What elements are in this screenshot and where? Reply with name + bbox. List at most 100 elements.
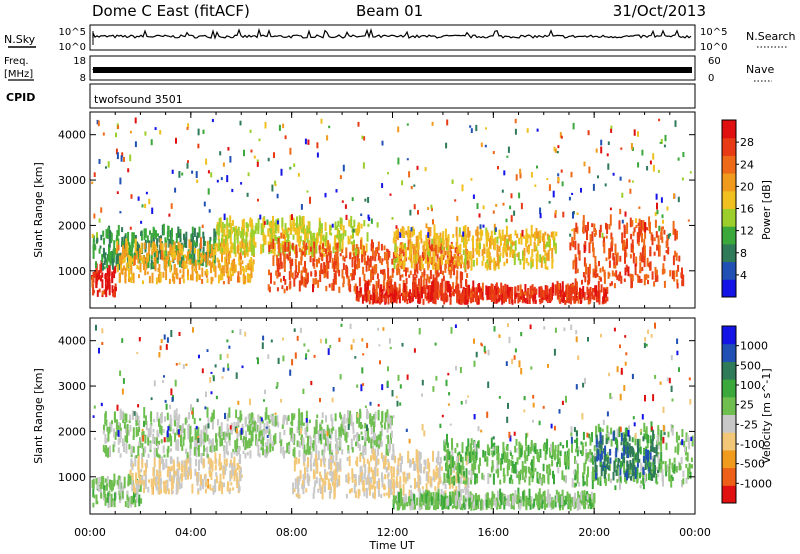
velocity-cell xyxy=(239,453,242,464)
power-cell xyxy=(306,272,309,283)
velocity-cell xyxy=(345,431,348,443)
velocity-cell xyxy=(437,455,440,466)
power-cell xyxy=(318,257,320,264)
power-cell xyxy=(671,270,674,280)
power-cell xyxy=(304,261,306,273)
velocity-cell xyxy=(131,480,134,492)
velocity-cell xyxy=(515,438,518,446)
velocity-cell xyxy=(381,476,384,488)
velocity-cell xyxy=(326,424,329,436)
velocity-cell xyxy=(470,452,473,463)
power-cell xyxy=(177,226,180,238)
power-cell xyxy=(203,253,206,262)
power-cell xyxy=(456,291,459,303)
power-cell xyxy=(175,267,178,277)
velocity-cell xyxy=(492,473,495,485)
velocity-cell xyxy=(548,463,551,475)
power-cell xyxy=(344,230,347,237)
power-cell xyxy=(115,248,118,254)
power-cell xyxy=(467,260,470,268)
power-cell xyxy=(304,278,307,288)
velocity-cell xyxy=(143,487,145,493)
power-cell xyxy=(146,253,149,262)
velocity-cell xyxy=(437,482,440,493)
velocity-cell xyxy=(332,455,335,464)
velocity-cell xyxy=(353,435,356,441)
velocity-cell xyxy=(557,458,560,464)
power-cell xyxy=(117,238,120,251)
velocity-cell xyxy=(312,440,315,452)
velocity-cell xyxy=(392,449,395,461)
velocity-cell xyxy=(239,473,242,482)
power-cell xyxy=(153,257,156,266)
power-cell xyxy=(526,233,529,244)
power-cell xyxy=(558,283,561,295)
power-cell xyxy=(222,249,225,253)
power-cell xyxy=(302,266,305,273)
velocity-cell xyxy=(557,491,560,504)
power-cell xyxy=(480,232,483,241)
velocity-cell xyxy=(444,496,447,500)
velocity-cell xyxy=(375,435,378,448)
velocity-cell xyxy=(344,433,347,441)
power-cell xyxy=(264,235,267,245)
power-cell xyxy=(228,256,230,265)
power-cell xyxy=(185,264,188,269)
power-cell xyxy=(403,256,406,262)
power-cell xyxy=(115,148,118,155)
power-cell xyxy=(573,228,576,240)
velocity-cell xyxy=(119,453,122,458)
velocity-cell xyxy=(540,477,543,486)
velocity-cell xyxy=(180,434,182,447)
power-cell xyxy=(498,290,501,294)
power-cell xyxy=(583,161,586,167)
velocity-cell xyxy=(203,425,206,435)
power-cell xyxy=(662,226,664,230)
cpid-label: CPID xyxy=(6,91,35,104)
power-cell xyxy=(572,211,574,219)
velocity-cell xyxy=(238,465,241,470)
power-cell xyxy=(252,230,255,238)
velocity-cell xyxy=(482,500,485,511)
power-cell xyxy=(592,183,595,191)
power-cell xyxy=(372,272,375,280)
power-cell xyxy=(591,231,594,242)
power-cell xyxy=(351,257,354,268)
power-cell xyxy=(112,289,115,297)
power-cell xyxy=(385,295,387,303)
power-cell xyxy=(230,242,233,253)
velocity-cell xyxy=(444,479,447,483)
velocity-cell xyxy=(275,422,278,425)
velocity-cell xyxy=(239,416,242,423)
power-cell xyxy=(313,248,316,260)
power-cell xyxy=(107,254,110,262)
velocity-cell xyxy=(430,496,433,506)
power-cell xyxy=(538,298,541,302)
power-cell xyxy=(634,263,637,276)
power-cell xyxy=(533,286,536,298)
velocity-cell xyxy=(122,485,124,493)
power-cell xyxy=(615,270,618,278)
power-cell xyxy=(221,221,224,234)
velocity-cell xyxy=(373,476,376,485)
velocity-cell xyxy=(462,466,465,471)
velocity-cell xyxy=(282,416,285,426)
power-cell xyxy=(555,231,558,237)
velocity-cell xyxy=(306,464,309,473)
power-cell xyxy=(362,162,365,169)
velocity-cell xyxy=(525,502,528,511)
power-cell xyxy=(535,253,538,262)
power-cell xyxy=(402,288,405,296)
velocity-cell xyxy=(128,501,131,507)
power-cell xyxy=(111,285,114,293)
velocity-cell xyxy=(376,481,379,489)
power-cell xyxy=(481,291,484,301)
velocity-cell xyxy=(369,477,372,484)
velocity-cell xyxy=(391,455,394,460)
velocity-cell xyxy=(137,453,140,464)
velocity-cell xyxy=(119,489,122,494)
velocity-cell xyxy=(435,457,438,464)
power-cell xyxy=(362,294,365,298)
velocity-cell xyxy=(511,479,514,485)
velocity-cell xyxy=(152,428,155,433)
